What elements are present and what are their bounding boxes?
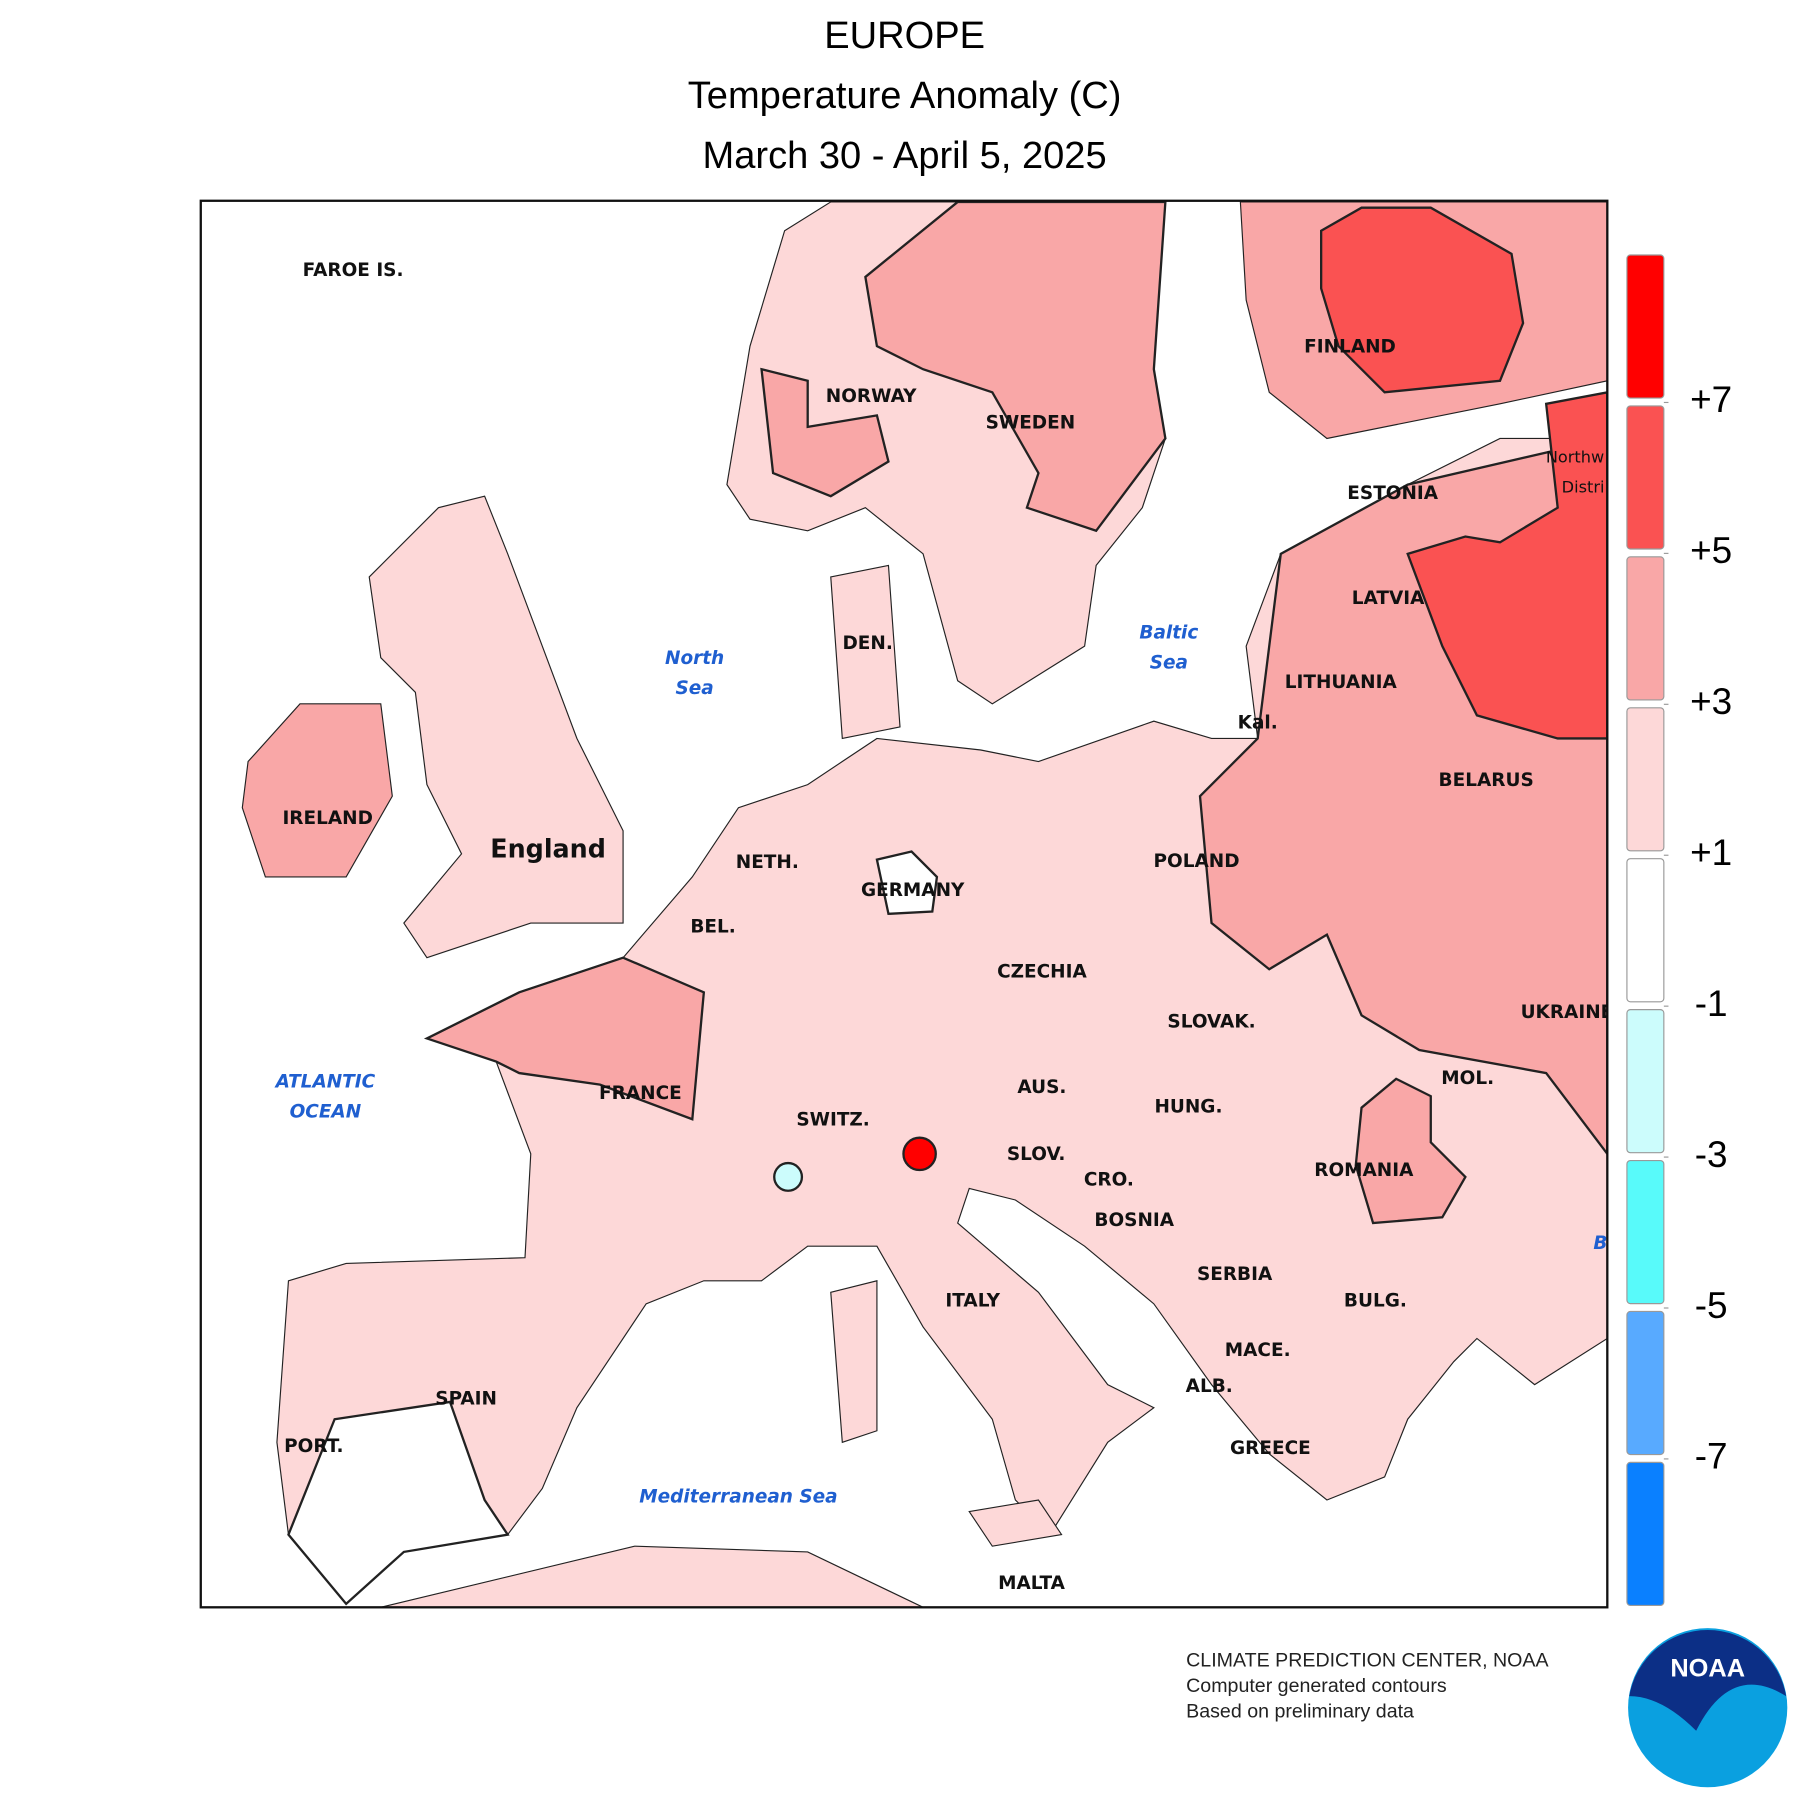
country-label: LATVIA [1352,588,1425,609]
country-label: England [490,833,606,863]
country-label: SWITZ. [796,1109,870,1130]
sea-label: B [1593,1233,1607,1254]
legend-tick-label: +5 [1690,530,1732,571]
legend-tick-label: -5 [1695,1285,1728,1326]
country-label: FRANCE [599,1083,682,1104]
country-label: CZECHIA [997,962,1087,983]
country-label: ALB. [1186,1376,1233,1397]
legend-swatch [1626,858,1665,1003]
country-label: ESTONIA [1347,483,1438,504]
legend-tick-label: +1 [1690,832,1732,873]
legend-swatch [1626,556,1665,701]
country-label: LITHUANIA [1285,672,1398,693]
subtitle: Temperature Anomaly (C) [688,75,1122,117]
legend-swatch [1626,405,1665,550]
land [830,1280,878,1444]
country-label: CRO. [1084,1169,1134,1190]
country-label: PORT. [284,1436,343,1457]
legend-swatch [1626,1009,1665,1154]
noaa-logo: NOAA [1628,1628,1788,1788]
country-label: GERMANY [861,880,965,901]
country-label: SWEDEN [986,412,1076,433]
land [380,1545,924,1608]
country-label: IRELAND [282,808,372,829]
map: FAROE IS. NORWAY SWEDEN FINLAND ESTONIA LATVI… [200,200,1614,1608]
country-label: SLOVAK. [1167,1011,1255,1032]
legend-tick-label: -1 [1695,983,1728,1024]
legend-swatch [1626,707,1665,852]
land [968,1499,1063,1547]
country-label: Distri [1562,478,1605,497]
country-label: HUNG. [1154,1097,1222,1118]
country-label: NETH. [736,852,799,873]
country-label: BEL. [690,917,735,938]
legend-swatch [1626,254,1665,399]
country-label: MALTA [998,1573,1066,1594]
country-label: FAROE IS. [303,260,404,281]
legend-tick-label: +3 [1690,681,1732,722]
legend-swatch [1626,1461,1665,1607]
map-frame [199,199,1609,1609]
country-label: UKRAINE [1521,1002,1614,1023]
country-label: DEN. [842,633,892,654]
anomaly-zone [1354,1077,1467,1225]
land [368,495,624,959]
legend-swatch [1626,1310,1665,1456]
sea-label: ATLANTIC [274,1071,376,1092]
credit: Based on preliminary data [1186,1700,1414,1722]
sea-label: Sea [1150,652,1188,673]
country-label: MACE. [1225,1340,1291,1361]
sea-label: Baltic [1139,622,1198,643]
country-label: SLOV. [1007,1144,1066,1165]
legend-tick-label: -7 [1695,1436,1728,1477]
country-label: BULG. [1344,1291,1407,1312]
sea-label: Sea [675,678,713,699]
credit: CLIMATE PREDICTION CENTER, NOAA [1186,1650,1549,1672]
country-label: FINLAND [1304,336,1396,357]
anomaly-zone [760,367,890,498]
anomaly-zone [423,956,706,1121]
sea-label: Mediterranean Sea [639,1487,837,1508]
legend: +7 +5 +3 +1 -1 -3 -5 -7 [1626,254,1732,1607]
legend-tick-label: +7 [1690,379,1732,420]
land [830,564,901,740]
logo-text: NOAA [1670,1654,1745,1682]
country-label: SERBIA [1197,1264,1273,1285]
anomaly-zone [287,1400,510,1606]
country-label: NORWAY [826,386,917,407]
country-label: ROMANIA [1314,1160,1414,1181]
country-label: Northw [1546,448,1604,467]
legend-tick-label: -3 [1695,1134,1728,1175]
country-label: BELARUS [1439,770,1534,791]
country-label: AUS. [1017,1077,1066,1098]
title: EUROPE [824,15,985,57]
land [241,703,393,878]
sea-label: North [665,648,724,669]
country-label: ITALY [945,1291,1000,1312]
country-label: GREECE [1230,1438,1311,1459]
anomaly-zone [773,1161,804,1192]
country-label: Kal. [1238,712,1278,733]
sea-label: OCEAN [290,1101,362,1122]
country-label: POLAND [1154,851,1240,872]
anomaly-zone [1406,391,1608,740]
credit: Computer generated contours [1186,1675,1447,1697]
country-label: SPAIN [435,1389,497,1410]
anomaly-zone [875,850,939,916]
country-label: MOL. [1441,1068,1494,1089]
country-label: BOSNIA [1094,1210,1174,1231]
anomaly-zone [1319,206,1525,394]
period: March 30 - April 5, 2025 [703,135,1107,177]
legend-swatch [1626,1159,1665,1305]
anomaly-zone [902,1136,937,1172]
